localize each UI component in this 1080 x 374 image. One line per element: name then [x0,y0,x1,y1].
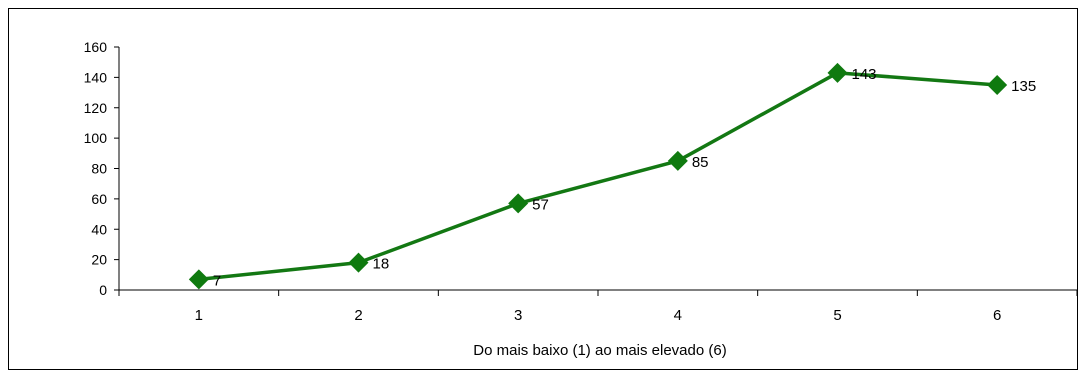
data-label: 7 [213,272,221,289]
data-point-marker [508,193,529,214]
data-point-marker [348,252,369,273]
y-tick-label: 80 [91,161,107,177]
data-label: 57 [532,196,549,213]
partial-title-strip [0,0,1080,8]
y-tick-label: 120 [84,100,108,116]
data-label: 18 [373,256,390,273]
y-tick-label: 60 [91,191,107,207]
y-axis: 0 20 40 60 80 100 120 140 160 [84,39,120,298]
data-label: 85 [692,154,709,171]
x-axis: 1 2 3 4 5 6 [118,289,1078,324]
data-point-marker [667,150,688,171]
y-tick-label: 140 [84,69,108,85]
y-tick-label: 40 [91,221,107,237]
x-tick-label: 4 [674,307,682,324]
data-point-marker [188,269,209,290]
data-label: 143 [852,66,877,83]
series-line [198,71,998,282]
line-chart: 0 20 40 60 80 100 120 140 160 1 2 3 4 5 6 7 18 57 85 143 1… [84,39,1078,359]
series-layer: 7 18 57 85 143 135 [188,62,1036,290]
data-point-marker [827,62,848,83]
x-tick-label: 6 [993,307,1001,324]
chart-frame: 0 20 40 60 80 100 120 140 160 1 2 3 4 5 6 7 18 57 85 143 1… [8,8,1078,370]
y-tick-label: 20 [91,252,107,268]
x-tick-label: 5 [833,307,841,324]
x-tick-label: 1 [195,307,203,324]
data-label: 135 [1011,78,1036,95]
x-axis-title: Do mais baixo (1) ao mais elevado (6) [473,342,726,359]
y-tick-label: 0 [99,282,107,298]
y-tick-label: 160 [84,39,108,55]
data-point-marker [987,74,1008,95]
y-tick-label: 100 [84,130,108,146]
x-tick-label: 3 [514,307,522,324]
x-tick-label: 2 [354,307,362,324]
